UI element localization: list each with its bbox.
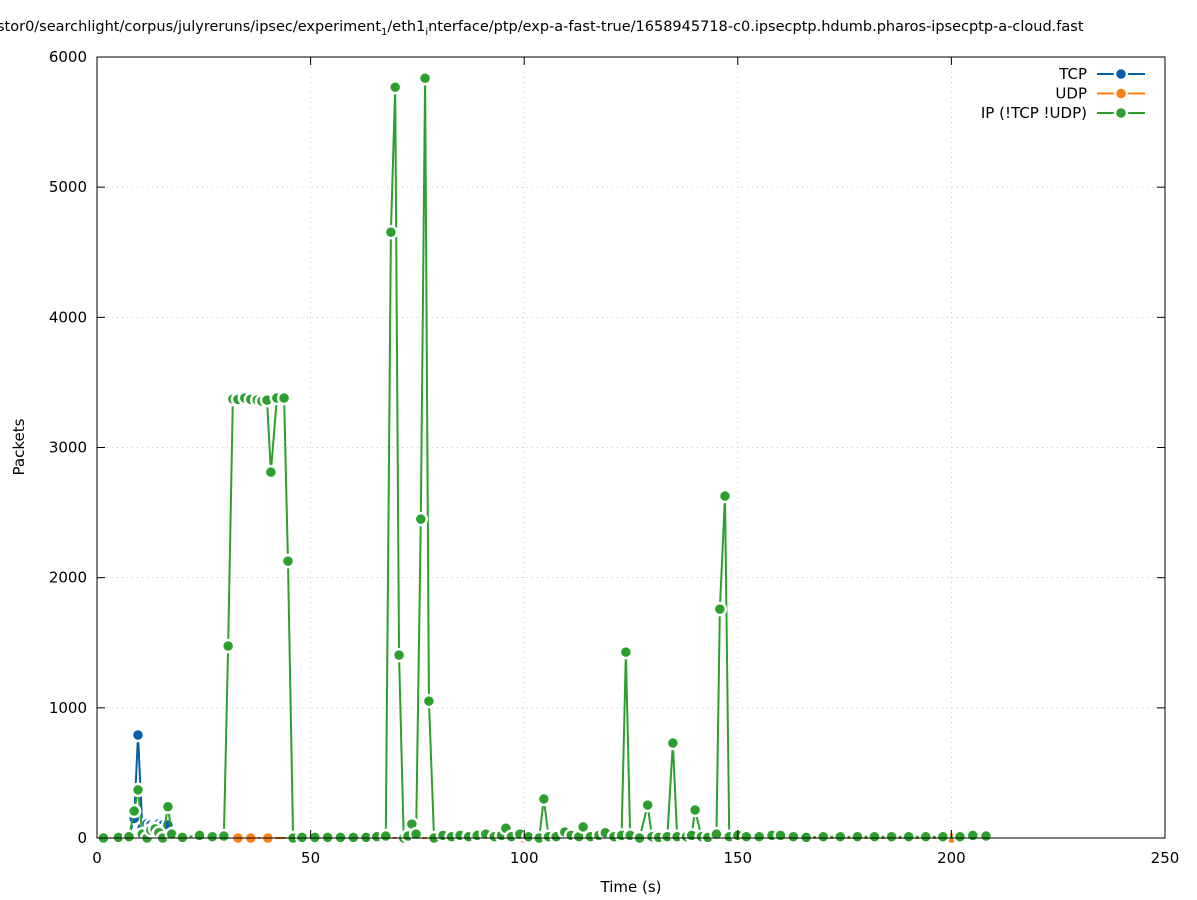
data-point — [216, 828, 232, 844]
data-point — [205, 829, 220, 844]
data-point — [387, 79, 403, 95]
title-subscript: 1 — [381, 27, 388, 38]
title-subscript: i — [425, 27, 429, 38]
legend-label: UDP — [1055, 85, 1087, 103]
y-tick-label: 3000 — [49, 439, 87, 457]
y-tick-label: 0 — [77, 829, 87, 847]
data-point — [640, 797, 655, 813]
data-point — [665, 735, 681, 751]
data-point — [346, 830, 361, 845]
data-point — [175, 830, 190, 845]
series-layer — [96, 70, 994, 846]
data-point — [130, 782, 146, 798]
data-point — [739, 829, 754, 844]
y-tick-label: 2000 — [49, 569, 87, 587]
series-ip-tcp-udp- — [96, 70, 994, 846]
data-point — [280, 553, 296, 569]
data-point — [884, 829, 899, 844]
legend-swatch-marker — [1113, 66, 1129, 82]
data-point — [413, 511, 429, 527]
data-point — [687, 802, 703, 818]
data-point — [121, 829, 137, 844]
x-tick-label: 50 — [301, 849, 320, 867]
data-point — [130, 727, 146, 743]
title-part: nterface/ptp/exp-a-fast-true/1658945718-… — [428, 19, 1084, 35]
data-point — [192, 828, 207, 843]
data-point — [850, 829, 865, 844]
y-tick-label: 4000 — [49, 308, 87, 326]
y-tick-label: 5000 — [49, 178, 87, 196]
data-point — [918, 829, 934, 844]
data-point — [901, 829, 916, 844]
data-point — [867, 829, 882, 844]
data-point — [815, 829, 831, 844]
data-point — [320, 830, 335, 845]
data-point — [408, 826, 424, 842]
data-point — [935, 829, 951, 844]
title-part: stor0/searchlight/corpus/julyreruns/ipse… — [0, 19, 382, 35]
legend-label: TCP — [1058, 65, 1087, 83]
data-point — [798, 830, 814, 845]
grid — [97, 57, 1165, 838]
y-tick-label: 6000 — [49, 48, 87, 66]
data-point — [978, 828, 994, 844]
title-part: /eth1 — [387, 19, 426, 35]
data-point — [263, 464, 279, 480]
y-tick-label: 1000 — [49, 699, 87, 717]
legend-swatch-marker — [1113, 86, 1129, 101]
legend-label: IP (!TCP !UDP) — [981, 104, 1087, 122]
ticks: 0 50 100 150 200 250 0 1000 2000 3000 4000 5000 6000 — [49, 48, 1180, 867]
x-tick-label: 150 — [723, 849, 752, 867]
x-tick-label: 250 — [1151, 849, 1180, 867]
data-point — [773, 828, 788, 843]
data-point — [575, 819, 591, 835]
series-line — [103, 78, 987, 841]
data-point — [751, 829, 767, 844]
data-point — [160, 799, 176, 815]
data-point — [421, 693, 437, 709]
y-axis-label: Packets — [10, 418, 28, 475]
data-point — [294, 830, 310, 845]
data-point — [276, 390, 292, 406]
data-point — [717, 488, 733, 504]
data-point — [965, 828, 981, 843]
data-point — [618, 644, 634, 660]
data-point — [220, 638, 236, 654]
data-point — [126, 803, 142, 819]
data-point — [786, 829, 801, 844]
data-point — [709, 826, 724, 842]
x-tick-label: 0 — [92, 849, 102, 867]
legend-swatch-marker — [1113, 105, 1129, 121]
data-point — [378, 828, 394, 844]
chart-title: stor0/searchlight/corpus/julyreruns/ipse… — [0, 19, 1084, 38]
data-point — [333, 830, 348, 845]
data-point — [383, 224, 399, 240]
data-point — [952, 829, 968, 844]
data-point — [391, 647, 407, 663]
x-tick-label: 100 — [510, 849, 539, 867]
data-point — [833, 829, 848, 844]
x-tick-label: 200 — [937, 849, 966, 867]
x-axis-label: Time (s) — [600, 878, 662, 896]
data-point — [712, 601, 728, 617]
data-point — [536, 791, 552, 807]
data-point — [417, 70, 433, 86]
